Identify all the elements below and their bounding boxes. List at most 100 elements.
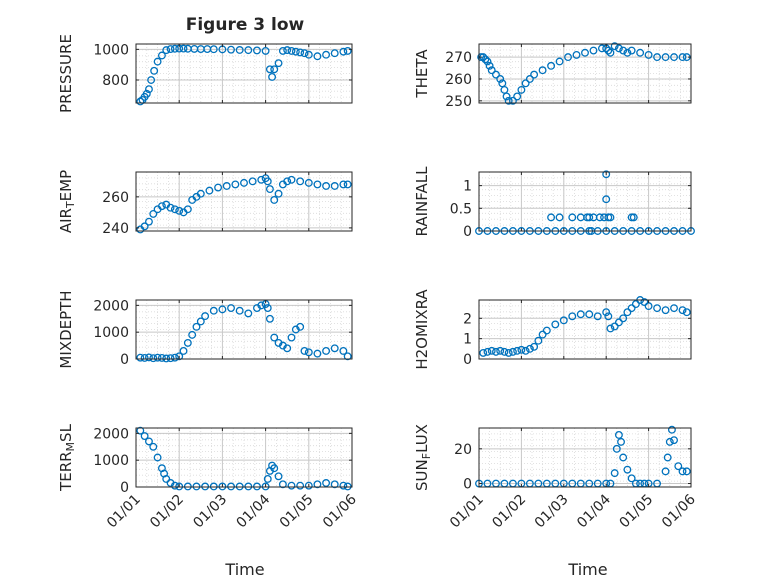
data-point xyxy=(322,50,331,59)
data-point xyxy=(678,53,687,62)
data-point xyxy=(291,47,300,56)
data-point xyxy=(313,180,322,189)
data-point xyxy=(559,316,568,325)
y-tick-label: 2000 xyxy=(93,426,129,442)
data-point xyxy=(166,203,175,212)
y-tick-label: 1 xyxy=(463,332,472,348)
data-point xyxy=(595,213,604,222)
y-axis-label-part: EMP xyxy=(57,170,75,201)
data-point xyxy=(585,310,594,319)
y-axis-label-part: LUX xyxy=(413,424,431,453)
data-point xyxy=(175,206,184,215)
y-axis-label-part: H2OMIXRA xyxy=(413,289,431,370)
data-point xyxy=(627,46,636,55)
x-axis-label-right: Time xyxy=(567,560,607,579)
data-point xyxy=(530,342,539,351)
data-point xyxy=(257,301,266,310)
data-point xyxy=(263,475,272,483)
data-point xyxy=(304,348,313,357)
data-point xyxy=(547,61,556,70)
data-point xyxy=(502,92,511,101)
data-point xyxy=(214,183,223,192)
data-point xyxy=(568,213,577,222)
y-axis-label-part: TERR xyxy=(57,451,75,492)
data-point xyxy=(248,177,257,186)
data-point xyxy=(555,57,564,66)
data-point xyxy=(602,308,611,317)
data-point xyxy=(623,48,632,57)
minor-grid xyxy=(135,427,353,488)
data-point xyxy=(339,347,348,355)
data-point xyxy=(140,432,149,440)
data-point xyxy=(631,300,640,309)
data-point xyxy=(485,61,494,70)
data-point xyxy=(604,46,613,55)
data-point xyxy=(296,177,305,186)
data-point xyxy=(268,72,277,81)
data-point xyxy=(175,482,184,491)
y-tick-label: 0 xyxy=(120,480,129,496)
data-series xyxy=(136,300,352,363)
y-axis-label-part: SL xyxy=(57,423,75,442)
data-point xyxy=(623,308,632,317)
data-point xyxy=(209,45,218,54)
data-point xyxy=(606,48,615,57)
tick-marks xyxy=(478,172,692,232)
data-point xyxy=(166,45,175,54)
data-point xyxy=(670,436,678,445)
y-axis-label: AIRTEMP xyxy=(57,170,77,233)
subplot-theta: 250 260 270 THETA xyxy=(413,42,692,110)
data-point xyxy=(670,304,678,313)
data-point xyxy=(183,338,192,347)
data-point xyxy=(487,346,496,355)
data-point xyxy=(147,76,156,84)
axes-box xyxy=(478,43,692,104)
data-point xyxy=(504,96,513,105)
data-point xyxy=(670,53,678,62)
data-point xyxy=(614,318,623,327)
data-point xyxy=(278,46,287,55)
data-point xyxy=(145,353,153,362)
data-point xyxy=(629,213,638,222)
data-point xyxy=(538,66,547,75)
data-point xyxy=(166,354,175,363)
data-point xyxy=(547,213,556,222)
y-axis-label-subscript: F xyxy=(420,453,433,459)
data-point xyxy=(330,344,339,353)
data-point xyxy=(205,186,214,195)
y-tick-label: 270 xyxy=(445,50,472,66)
subplot-mixdepth: 0 1000 2000 MIXDEPTH xyxy=(57,290,353,369)
data-point xyxy=(487,66,496,75)
data-point xyxy=(274,472,283,481)
data-point xyxy=(263,304,272,312)
data-point xyxy=(235,306,244,315)
subplot-air_temp: 240 260 AIRTEMP xyxy=(57,170,353,237)
y-tick-label: 260 xyxy=(102,190,129,206)
data-point xyxy=(253,482,261,491)
data-point xyxy=(188,330,197,339)
data-point xyxy=(504,348,513,357)
data-point xyxy=(481,55,490,64)
y-axis-label-part: SUN xyxy=(413,459,431,491)
data-point xyxy=(145,85,153,94)
data-point xyxy=(170,44,179,53)
data-point xyxy=(150,66,159,75)
data-point xyxy=(313,349,322,358)
data-point xyxy=(296,322,305,331)
data-point xyxy=(612,444,621,453)
data-point xyxy=(572,50,581,59)
data-point xyxy=(343,46,352,55)
y-axis-label-part: MIXDEPTH xyxy=(57,290,75,368)
data-point xyxy=(653,304,662,313)
data-point xyxy=(145,217,153,226)
axes-box xyxy=(478,171,692,232)
data-point xyxy=(555,213,564,222)
data-point xyxy=(551,320,560,329)
axes-box xyxy=(135,427,353,488)
axes-box xyxy=(478,299,692,360)
data-point xyxy=(300,347,309,355)
tick-marks xyxy=(135,172,353,231)
data-point xyxy=(179,347,188,355)
